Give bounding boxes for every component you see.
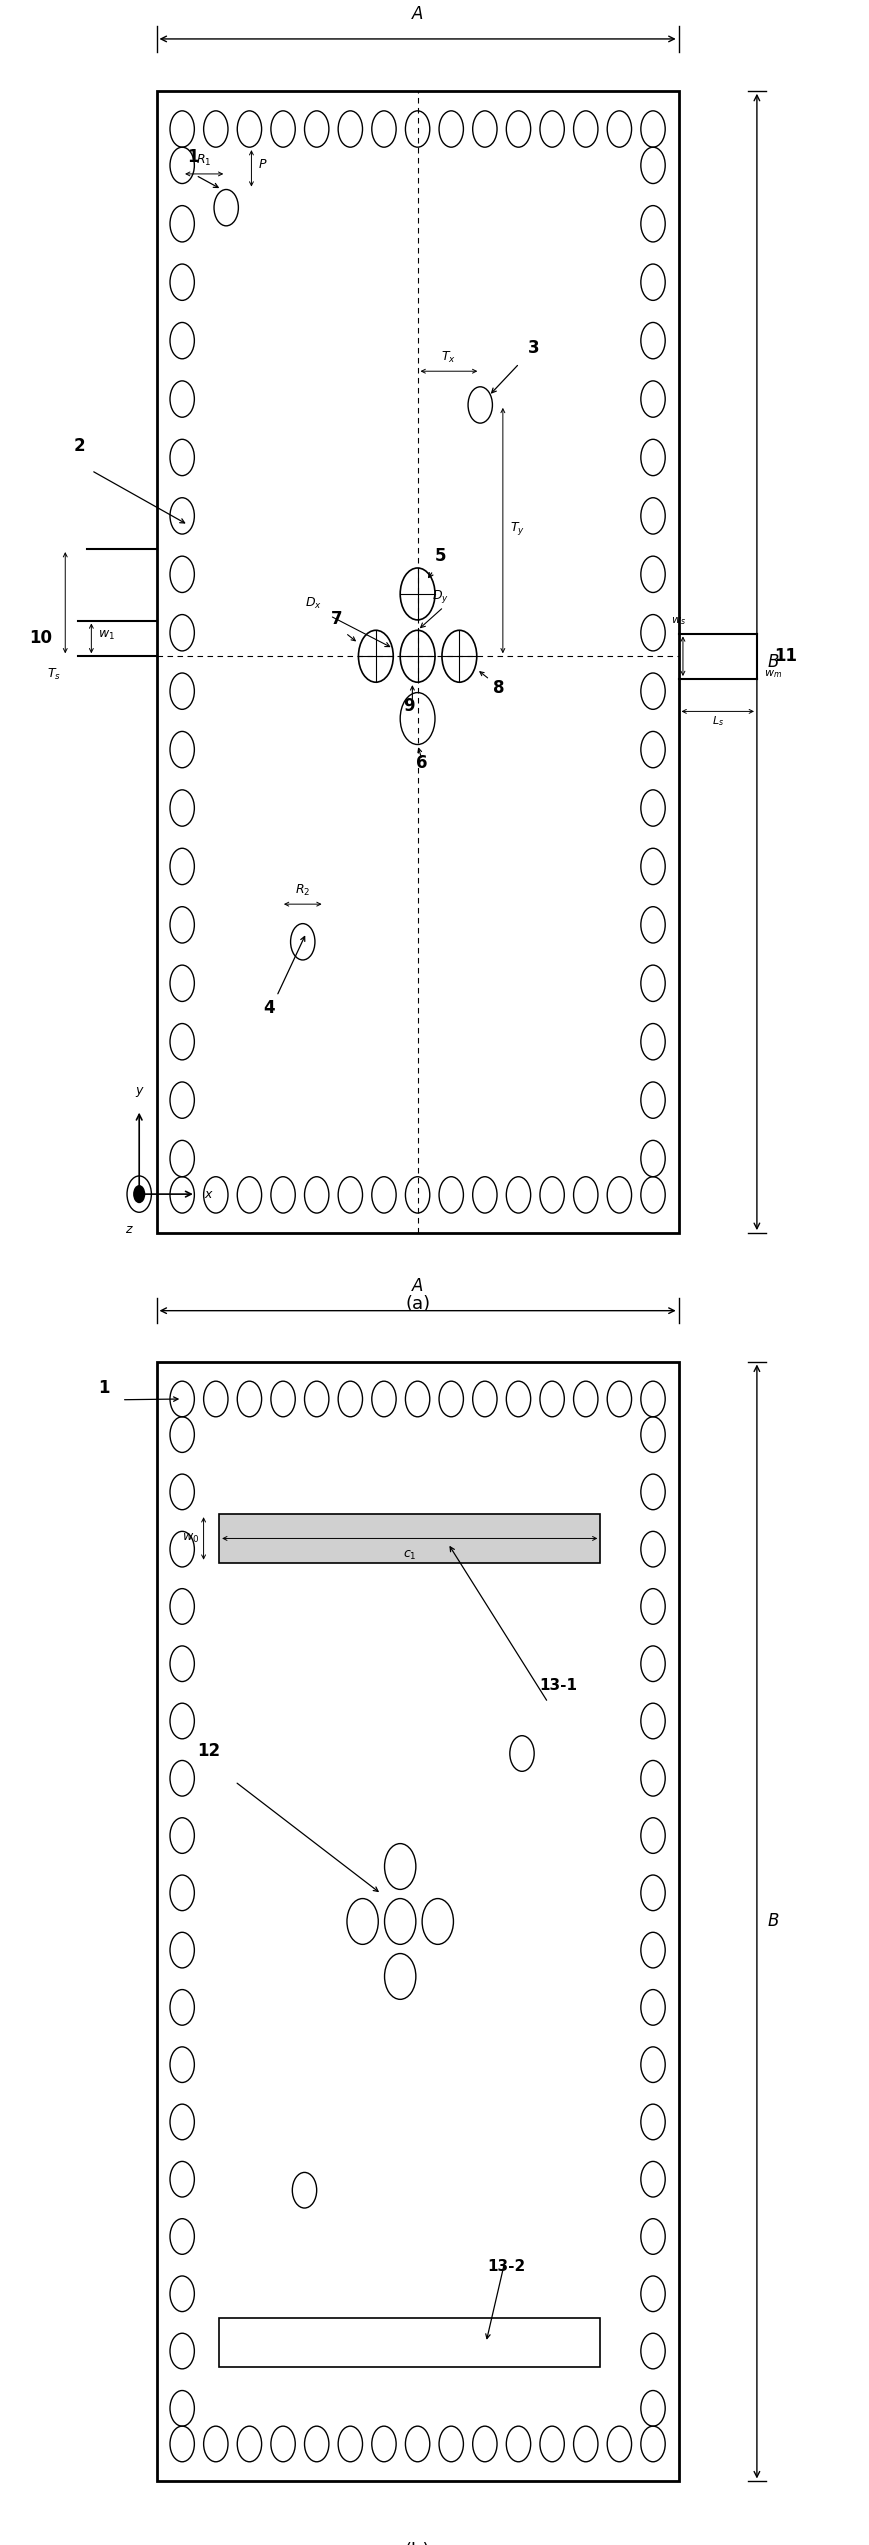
Text: z: z — [125, 1222, 132, 1237]
Text: 10: 10 — [30, 629, 52, 646]
Text: $T_y$: $T_y$ — [509, 519, 524, 537]
Text: $T_x$: $T_x$ — [441, 349, 456, 364]
Text: 3: 3 — [527, 338, 539, 356]
Text: (b): (b) — [404, 2542, 430, 2545]
Text: $w_s$: $w_s$ — [670, 616, 686, 626]
Text: 6: 6 — [415, 753, 428, 771]
Text: 2: 2 — [74, 438, 85, 456]
Text: $T_s$: $T_s$ — [47, 667, 61, 682]
Bar — [219, 2318, 600, 2367]
Text: 9: 9 — [402, 697, 415, 715]
Text: $w_0$: $w_0$ — [182, 1532, 199, 1545]
Text: 4: 4 — [263, 1000, 275, 1018]
Text: 5: 5 — [434, 547, 446, 565]
Text: 13-2: 13-2 — [487, 2260, 525, 2275]
Text: 7: 7 — [330, 611, 342, 629]
Text: $c_1$: $c_1$ — [402, 1547, 416, 1563]
Text: 8: 8 — [492, 680, 504, 697]
Text: $A$: $A$ — [410, 5, 424, 23]
Text: $R_1$: $R_1$ — [196, 153, 212, 168]
Text: $D_y$: $D_y$ — [431, 588, 448, 606]
Text: $w_m$: $w_m$ — [763, 667, 781, 680]
Text: $B$: $B$ — [766, 654, 779, 672]
Text: $w_1$: $w_1$ — [98, 629, 115, 641]
Bar — [219, 1514, 600, 1563]
Text: 12: 12 — [197, 1741, 220, 1761]
Text: 13-1: 13-1 — [539, 1677, 577, 1692]
Bar — [156, 1362, 678, 2481]
Text: x: x — [204, 1189, 211, 1201]
Text: $B$: $B$ — [766, 1911, 779, 1932]
Text: $R_2$: $R_2$ — [295, 883, 310, 898]
Text: $D_x$: $D_x$ — [304, 596, 322, 611]
Text: $A$: $A$ — [410, 1278, 424, 1295]
Text: $P$: $P$ — [258, 158, 268, 171]
Text: 1: 1 — [187, 148, 198, 165]
Text: 11: 11 — [773, 646, 796, 664]
Text: 1: 1 — [98, 1379, 110, 1397]
Text: (a): (a) — [405, 1295, 429, 1313]
Bar — [156, 92, 678, 1234]
Circle shape — [133, 1186, 145, 1204]
Text: $L_s$: $L_s$ — [711, 715, 723, 728]
Text: y: y — [136, 1084, 143, 1097]
